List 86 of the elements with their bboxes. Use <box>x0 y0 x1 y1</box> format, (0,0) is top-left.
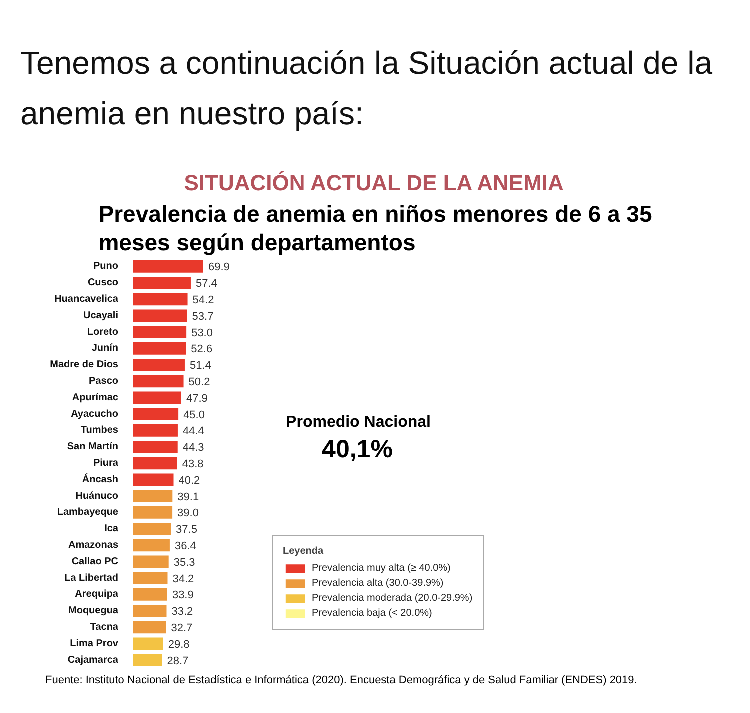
y-tick-label: Arequipa <box>75 589 119 600</box>
data-label: 51.4 <box>190 360 212 372</box>
bar <box>134 276 191 290</box>
bar <box>134 326 187 338</box>
y-tick-label: Amazonas <box>68 540 119 551</box>
bar <box>134 260 204 273</box>
bar <box>134 588 168 601</box>
bar <box>134 440 178 454</box>
bar <box>134 490 173 502</box>
bar <box>134 293 188 306</box>
y-tick-label: Madre de Dios <box>50 360 119 371</box>
data-label: 33.9 <box>172 590 194 602</box>
data-label: 39.0 <box>178 508 199 520</box>
y-tick-label: La Libertad <box>64 572 119 584</box>
data-label: 33.2 <box>172 606 194 618</box>
text: 40,1% <box>322 436 393 464</box>
data-label: 44.3 <box>182 442 204 454</box>
bar <box>134 638 164 650</box>
y-tick-label: Cajamarca <box>68 654 119 666</box>
bar <box>134 310 188 322</box>
legend-label: Prevalencia muy alta (≥ 40.0%) <box>312 562 451 574</box>
data-label: 52.6 <box>191 344 213 356</box>
bar <box>134 392 182 404</box>
legend-label: Prevalencia alta (30.0-39.9%) <box>312 577 444 589</box>
y-tick-label: Huancavelica <box>54 294 119 305</box>
data-label: 36.4 <box>174 540 196 552</box>
bar <box>134 522 172 536</box>
y-tick-label: Tumbes <box>80 425 119 436</box>
y-tick-label: Huánuco <box>76 490 119 502</box>
data-label: 53.7 <box>192 310 214 323</box>
data-label: 43.8 <box>182 458 204 470</box>
source-note: Fuente: Instituto Nacional de Estadística e Informática (2020). Encuesta Demográfica y de Salud Familiar (ENDES) 2019. <box>46 674 638 686</box>
data-label: 39.1 <box>178 491 200 504</box>
bar <box>134 408 179 420</box>
text: Tenemos a continuación la Situación actual de la anemia en nuestro país: <box>20 45 713 132</box>
bar <box>134 506 173 519</box>
y-tick-label: Pasco <box>89 376 119 387</box>
data-label: 53.0 <box>192 327 213 340</box>
y-tick-label: Ica <box>104 524 119 535</box>
data-label: 37.5 <box>176 524 198 536</box>
data-label: 35.3 <box>174 556 196 569</box>
data-label: 47.9 <box>186 392 208 405</box>
bar <box>134 556 169 568</box>
data-label: 29.8 <box>168 638 190 651</box>
text: Promedio Nacional <box>286 414 431 431</box>
y-tick-label: Cusco <box>88 278 118 289</box>
data-label: 44.4 <box>182 426 204 438</box>
legend-title: Leyenda <box>283 546 325 557</box>
y-tick-label: Apurímac <box>72 392 119 404</box>
legend-label: Prevalencia baja (< 20.0%) <box>312 607 432 619</box>
y-tick-label: Moquegua <box>68 606 119 617</box>
y-tick-label: Junín <box>92 343 119 354</box>
bar <box>134 539 170 552</box>
legend-label: Prevalencia moderada (20.0-29.9%) <box>312 592 473 604</box>
y-tick-label: Puno <box>94 261 119 272</box>
bar <box>134 572 168 584</box>
y-tick-label: San Martín <box>67 442 119 453</box>
data-label: 50.2 <box>188 376 210 388</box>
y-tick-label: Ucayali <box>83 310 119 322</box>
data-label: 32.7 <box>171 622 193 634</box>
bar <box>134 457 178 470</box>
data-label: 40.2 <box>178 474 200 487</box>
bar <box>134 604 167 618</box>
bar <box>134 474 174 486</box>
data-label: 45.0 <box>184 409 205 422</box>
y-tick-label: Lambayeque <box>57 507 119 518</box>
text: Prevalencia de anemia en niños menores de 6 a 35 meses según departamentos <box>98 200 652 256</box>
bar <box>134 621 166 634</box>
data-label: 57.4 <box>196 278 218 290</box>
bar <box>134 358 185 372</box>
data-label: 54.2 <box>192 294 214 306</box>
bar <box>134 424 178 437</box>
data-label: 34.2 <box>172 573 194 586</box>
text: SITUACIÓN ACTUAL DE LA ANEMIA <box>184 170 564 196</box>
bar <box>134 342 186 355</box>
y-tick-label: Lima Prov <box>70 638 119 650</box>
y-tick-label: Callao PC <box>72 556 119 568</box>
y-tick-label: Áncash <box>82 473 118 486</box>
y-tick-label: Piura <box>93 458 119 469</box>
bar <box>134 654 162 666</box>
y-tick-label: Tacna <box>90 622 119 633</box>
data-label: 69.9 <box>208 262 230 274</box>
y-tick-label: Ayacucho <box>71 408 118 420</box>
y-tick-label: Loreto <box>87 326 118 338</box>
bar <box>134 375 184 388</box>
data-label: 28.7 <box>167 655 189 668</box>
